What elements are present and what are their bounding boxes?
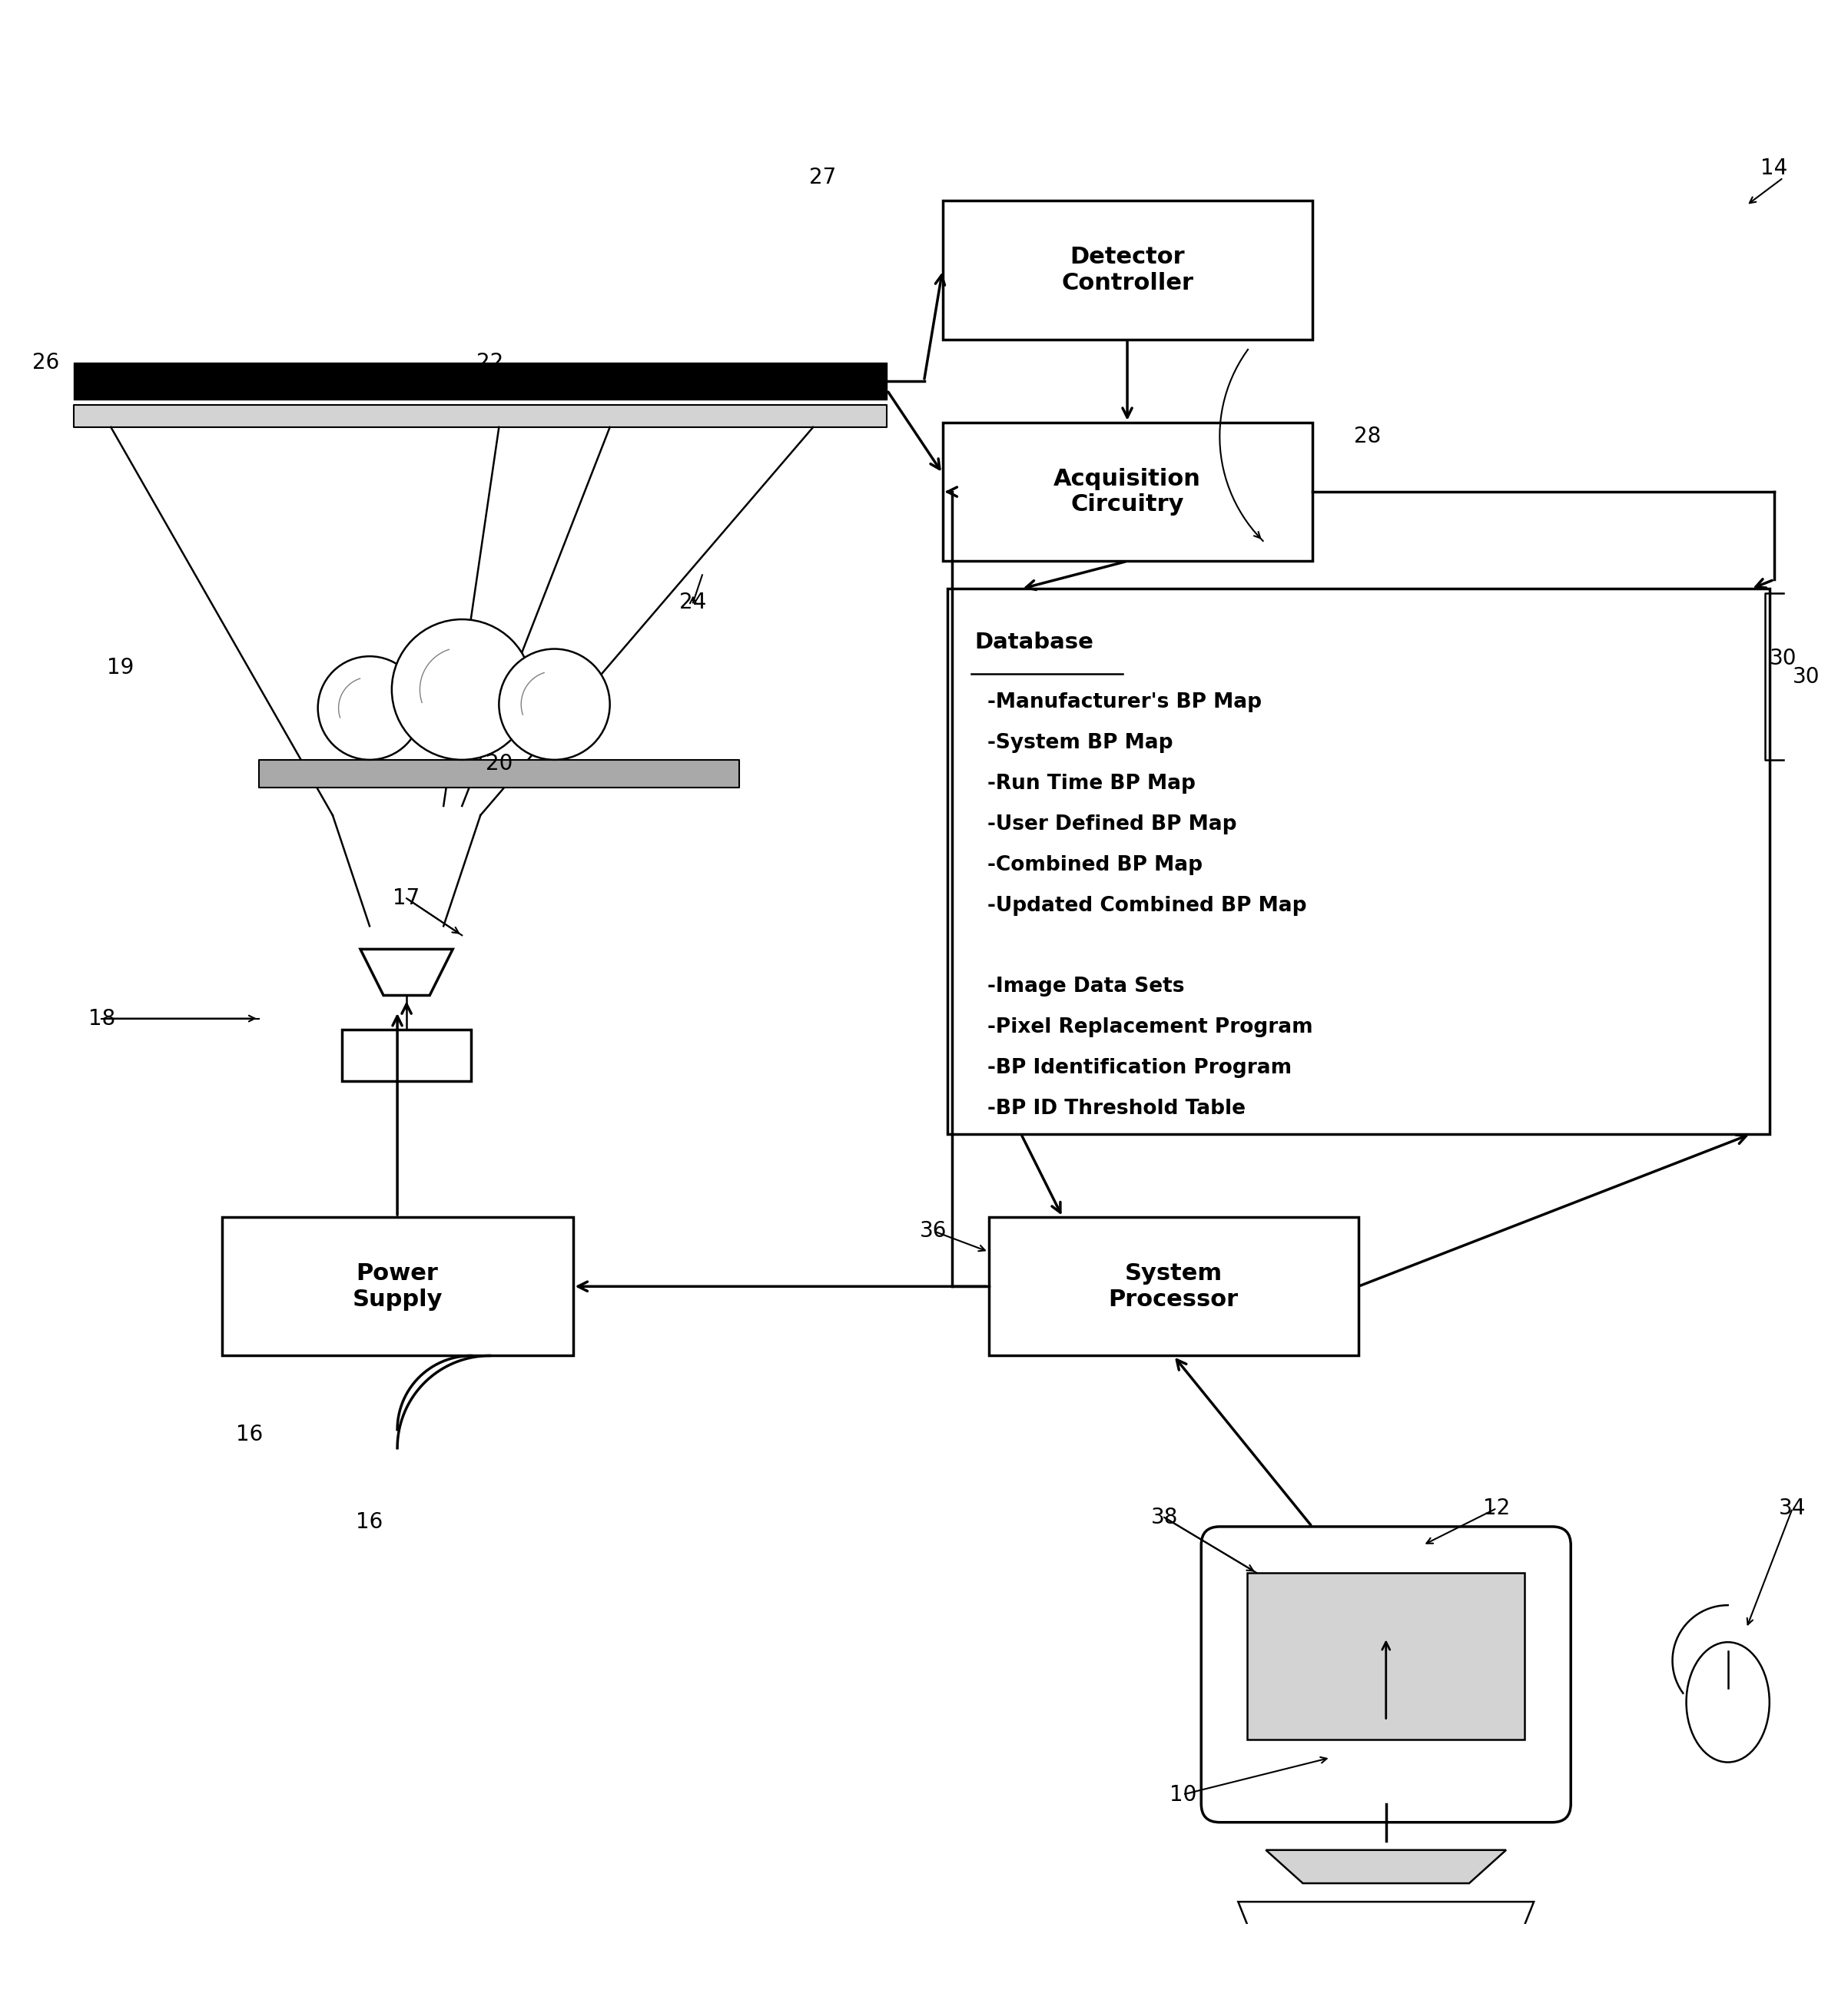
Text: -BP ID Threshold Table: -BP ID Threshold Table <box>987 1098 1246 1118</box>
Text: -Manufacturer's BP Map: -Manufacturer's BP Map <box>987 692 1262 712</box>
FancyBboxPatch shape <box>1247 1572 1525 1740</box>
Text: 22: 22 <box>477 352 503 374</box>
Circle shape <box>499 648 610 760</box>
Text: 17: 17 <box>394 888 419 910</box>
Text: 38: 38 <box>1151 1506 1177 1528</box>
Text: 16: 16 <box>237 1424 262 1446</box>
Text: 30: 30 <box>1793 666 1820 688</box>
Text: -User Defined BP Map: -User Defined BP Map <box>987 814 1236 834</box>
Text: Power
Supply: Power Supply <box>353 1262 442 1310</box>
FancyBboxPatch shape <box>342 1030 471 1082</box>
FancyBboxPatch shape <box>942 200 1312 340</box>
Text: -Combined BP Map: -Combined BP Map <box>987 854 1203 874</box>
Polygon shape <box>360 950 453 996</box>
Text: 16: 16 <box>357 1512 383 1532</box>
Text: 27: 27 <box>809 166 835 188</box>
Text: 34: 34 <box>1780 1498 1805 1518</box>
Text: 20: 20 <box>486 752 512 774</box>
FancyBboxPatch shape <box>989 1218 1358 1356</box>
Text: 18: 18 <box>89 1008 115 1030</box>
Text: 14: 14 <box>1761 158 1787 180</box>
Text: -Image Data Sets: -Image Data Sets <box>987 976 1185 996</box>
Text: System
Processor: System Processor <box>1109 1262 1238 1310</box>
FancyBboxPatch shape <box>942 422 1312 562</box>
Polygon shape <box>1238 1902 1534 1948</box>
Text: Database: Database <box>976 632 1094 652</box>
Text: Acquisition
Circuitry: Acquisition Circuitry <box>1053 468 1201 516</box>
Text: 26: 26 <box>33 352 59 374</box>
Text: 28: 28 <box>1355 426 1380 448</box>
FancyBboxPatch shape <box>948 588 1770 1134</box>
Text: -BP Identification Program: -BP Identification Program <box>987 1058 1292 1078</box>
Text: 24: 24 <box>680 592 706 614</box>
Text: Detector
Controller: Detector Controller <box>1061 246 1194 294</box>
FancyBboxPatch shape <box>1201 1526 1571 1822</box>
Text: 19: 19 <box>107 656 133 678</box>
Ellipse shape <box>1687 1642 1770 1762</box>
Text: 30: 30 <box>1770 648 1796 668</box>
Polygon shape <box>1266 1850 1506 1884</box>
Text: 36: 36 <box>920 1220 946 1242</box>
Text: -Pixel Replacement Program: -Pixel Replacement Program <box>987 1018 1314 1038</box>
Text: 10: 10 <box>1170 1784 1196 1806</box>
FancyBboxPatch shape <box>222 1218 573 1356</box>
Text: -Updated Combined BP Map: -Updated Combined BP Map <box>987 896 1307 916</box>
Circle shape <box>318 656 421 760</box>
Text: -Run Time BP Map: -Run Time BP Map <box>987 774 1196 794</box>
Text: -System BP Map: -System BP Map <box>987 732 1173 752</box>
Text: 12: 12 <box>1484 1498 1510 1518</box>
Circle shape <box>392 620 532 760</box>
